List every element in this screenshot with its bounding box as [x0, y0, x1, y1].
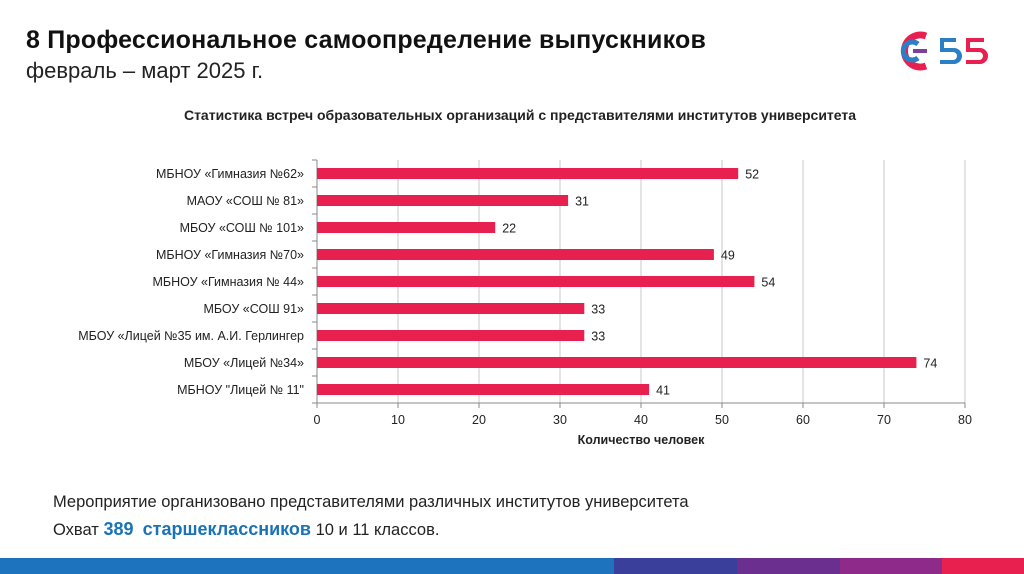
category-label: МБНОУ «Гимназия № 44»: [152, 275, 304, 289]
category-label: МБОУ «СОШ 91»: [203, 302, 304, 316]
category-label: МАОУ «СОШ № 81»: [187, 194, 304, 208]
data-label: 31: [575, 195, 589, 209]
bar: [317, 330, 585, 341]
footer-stripe-segment: [839, 558, 943, 574]
bar: [317, 384, 650, 395]
x-axis-label: Количество человек: [578, 433, 705, 447]
footer-stripe-segment: [942, 558, 1024, 574]
x-tick-label: 70: [877, 413, 891, 427]
data-label: 33: [591, 303, 605, 317]
bar: [317, 222, 496, 233]
category-label: МБНОУ "Лицей № 11": [177, 383, 304, 397]
bar: [317, 249, 714, 260]
data-label: 22: [502, 222, 516, 236]
x-tick-label: 60: [796, 413, 810, 427]
note-count: 389: [103, 519, 134, 539]
category-label: МБОУ «Лицей №34»: [184, 356, 304, 370]
bar: [317, 276, 755, 287]
chart-svg: 0 10 20 30 40 50 60 70 80 МБНОУ «Гимназия №62» 52 М…: [78, 159, 972, 447]
note-prefix: Охват: [53, 521, 99, 539]
x-tick-label: 80: [958, 413, 972, 427]
footer-stripe: [0, 558, 1024, 574]
x-tick-label: 10: [391, 413, 405, 427]
x-tick-label: 40: [634, 413, 648, 427]
footer-stripe-segment: [614, 558, 738, 574]
event-note: Мероприятие организовано представителями…: [53, 489, 689, 544]
bar-chart: Статистика встреч образовательных органи…: [78, 107, 972, 447]
university-logo-icon: [900, 31, 988, 71]
data-label: 54: [761, 276, 775, 290]
x-tick-label: 50: [715, 413, 729, 427]
footer-stripe-segment: [0, 558, 308, 574]
x-tick-label: 0: [314, 413, 321, 427]
footer-stripe-segment: [307, 558, 615, 574]
footer-stripe-segment: [737, 558, 840, 574]
data-label: 74: [923, 357, 937, 371]
category-label: МБОУ «Лицей №35 им. А.И. Герлингер: [78, 329, 304, 343]
slide-title: 8 Профессиональное самоопределение выпус…: [26, 26, 707, 54]
note-line-2: Охват 389 старшеклассников 10 и 11 класс…: [53, 516, 689, 544]
slide-subtitle: февраль – март 2025 г.: [26, 58, 264, 83]
x-tick-label: 20: [472, 413, 486, 427]
note-highlight: старшеклассников: [142, 519, 311, 539]
note-line-1: Мероприятие организовано представителями…: [53, 493, 689, 511]
data-label: 41: [656, 384, 670, 398]
data-label: 49: [721, 249, 735, 263]
chart-title: Статистика встреч образовательных органи…: [183, 107, 857, 123]
category-label: МБНОУ «Гимназия №62»: [156, 167, 304, 181]
category-label: МБОУ «СОШ № 101»: [180, 221, 304, 235]
data-label: 33: [591, 330, 605, 344]
note-suffix: 10 и 11 классов.: [315, 521, 440, 539]
x-tick-label: 30: [553, 413, 567, 427]
bar: [317, 195, 569, 206]
bar: [317, 303, 585, 314]
category-label: МБНОУ «Гимназия №70»: [156, 248, 304, 262]
data-label: 52: [745, 168, 759, 182]
bar: [317, 168, 739, 179]
bar: [317, 357, 917, 368]
